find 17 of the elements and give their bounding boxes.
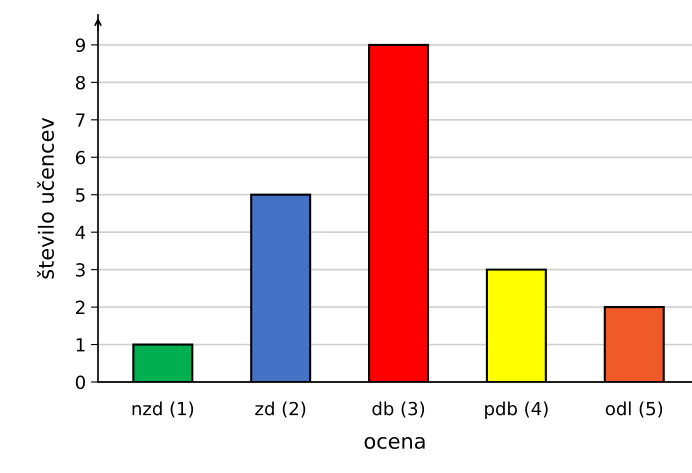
x-tick-label: nzd (1) [132,401,194,418]
x-tick-label: zd (2) [255,401,306,418]
x-tick-label: odl (5) [606,401,662,418]
x-tick-label: pdb (4) [485,401,548,419]
y-tick-label: 1 [76,338,85,352]
x-axis-title: ocena [364,436,425,449]
y-tick-label: 7 [76,114,85,127]
y-tick-label: 4 [76,226,86,240]
y-tick-label: 9 [76,38,85,52]
y-tick-label: 3 [76,263,85,277]
y-tick-label: 2 [76,300,84,314]
x-tick-label: db (3) [372,401,424,418]
y-tick-label: 5 [76,188,85,202]
y-axis-title: število učencev [37,118,54,279]
y-tick-label: 6 [76,150,86,164]
y-tick-label: 8 [76,76,85,90]
y-tick-label: 0 [76,375,85,390]
